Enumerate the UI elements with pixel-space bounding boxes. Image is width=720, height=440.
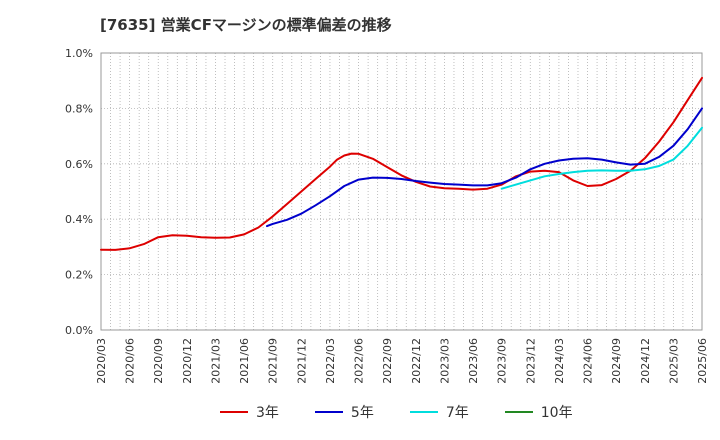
x-tick-label: 2023/06 — [467, 338, 480, 384]
x-tick-label: 2020/09 — [152, 338, 165, 384]
legend-swatch — [314, 411, 343, 413]
legend-item: 7年 — [409, 402, 469, 422]
x-tick-label: 2025/06 — [696, 338, 709, 384]
legend-label: 5年 — [350, 405, 374, 421]
legend-swatch — [504, 411, 533, 413]
x-tick-label: 2024/03 — [553, 338, 566, 384]
chart-title: [7635] 営業CFマージンの標準偏差の推移 — [100, 16, 392, 34]
x-tick-label: 2023/03 — [438, 338, 451, 384]
legend-swatch — [220, 411, 248, 413]
x-tick-label: 2024/12 — [639, 338, 652, 384]
plot-frame — [100, 52, 703, 331]
x-tick-label: 2022/09 — [381, 338, 394, 384]
series-line — [500, 126, 703, 190]
series-line — [266, 107, 703, 228]
y-tick-label: 1.0% — [65, 47, 93, 60]
x-tick-label: 2022/06 — [353, 338, 366, 384]
x-tick-label: 2022/03 — [324, 338, 337, 384]
legend-item: 10年 — [504, 402, 573, 422]
x-tick-label: 2021/03 — [209, 338, 222, 384]
series-lines — [100, 76, 703, 251]
legend-item: 3年 — [220, 402, 279, 422]
y-tick-label: 0.2% — [65, 269, 93, 282]
x-tick-label: 2025/03 — [667, 338, 680, 384]
y-tick-label: 0.0% — [65, 324, 93, 337]
x-tick-label: 2021/09 — [267, 338, 280, 384]
legend-item: 5年 — [314, 402, 374, 422]
x-tick-label: 2023/12 — [524, 338, 537, 384]
x-tick-label: 2021/06 — [238, 338, 251, 384]
legend-swatch — [409, 411, 438, 413]
y-tick-label: 0.6% — [65, 158, 93, 171]
y-tick-label: 0.4% — [65, 213, 93, 226]
x-tick-label: 2022/12 — [410, 338, 423, 384]
legend-label: 3年 — [256, 405, 279, 421]
x-tick-label: 2020/03 — [95, 338, 108, 384]
legend-label: 7年 — [445, 405, 469, 421]
x-tick-label: 2024/09 — [610, 338, 623, 384]
x-tick-label: 2023/09 — [496, 338, 509, 384]
y-axis-ticks: 0.0% 0.2% 0.4% 0.6% 0.8% 1.0% — [65, 47, 93, 337]
series-line — [100, 76, 703, 251]
legend-label: 10年 — [540, 405, 573, 421]
y-tick-label: 0.8% — [65, 102, 93, 115]
x-tick-label: 2021/12 — [295, 338, 308, 384]
grid-lines — [100, 52, 703, 331]
x-tick-label: 2024/06 — [582, 338, 595, 384]
x-tick-label: 2020/06 — [124, 338, 137, 384]
x-tick-label: 2020/12 — [181, 338, 194, 384]
legend: 3年 5年 7年 10年 — [220, 402, 573, 422]
x-axis-ticks: 2020/03 2020/06 2020/09 2020/12 2021/03 2021/… — [95, 338, 709, 384]
